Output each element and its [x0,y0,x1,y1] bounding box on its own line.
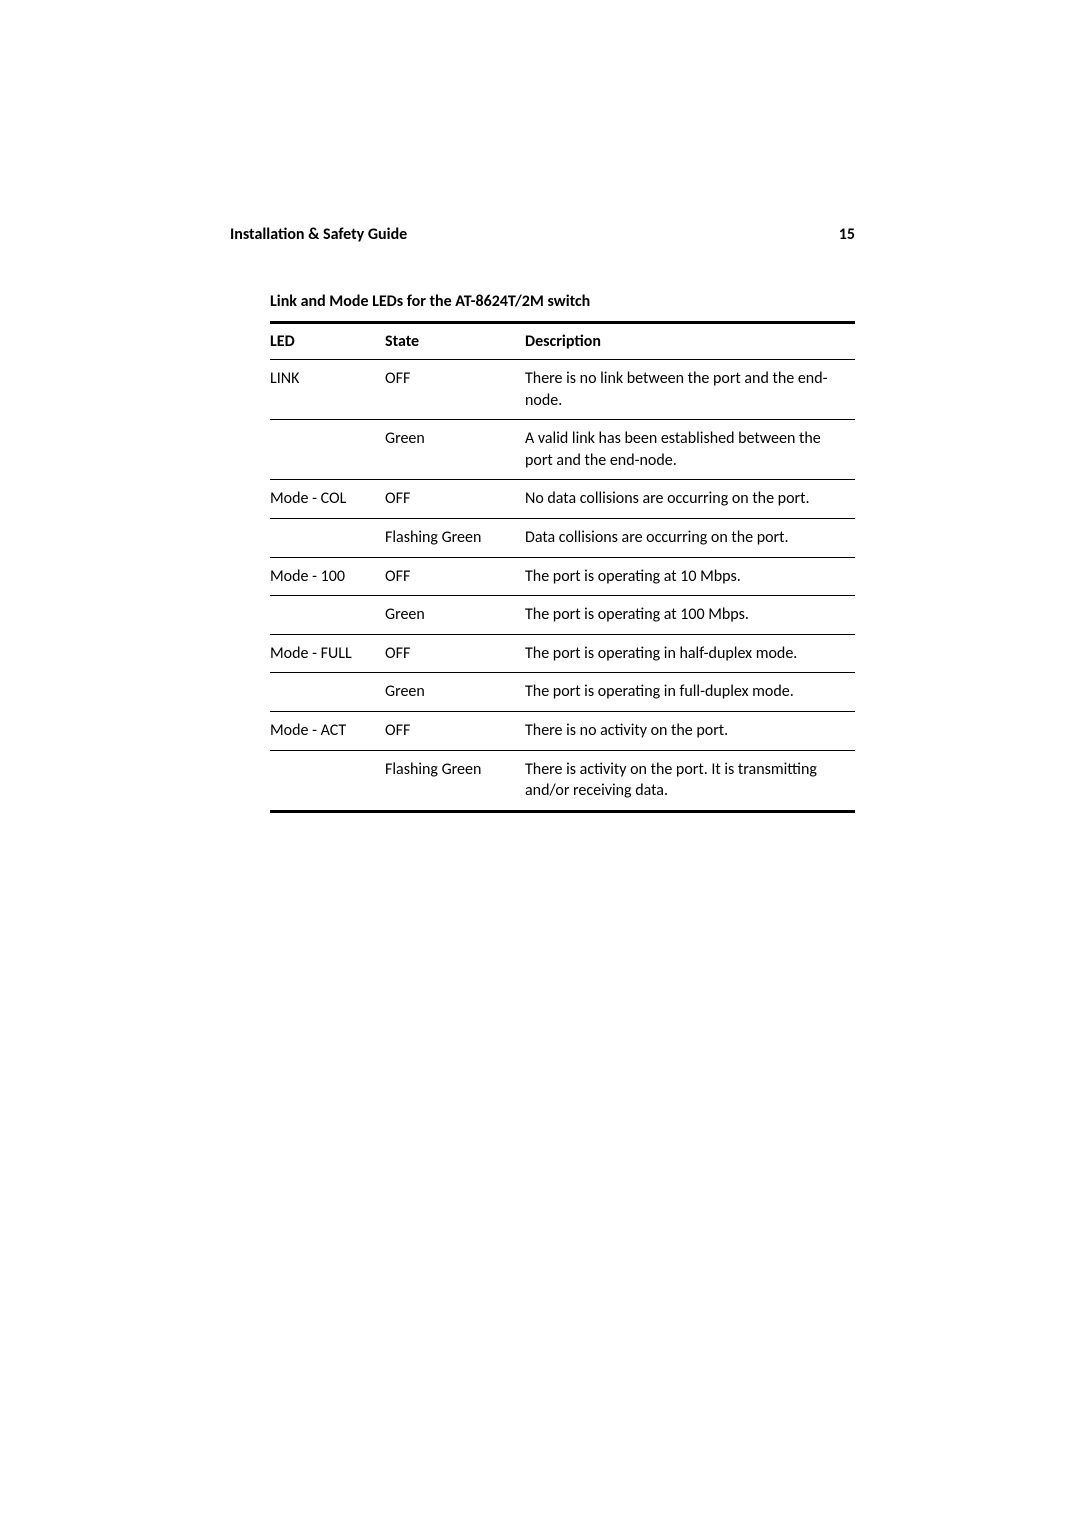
cell-desc: The port is operating at 100 Mbps. [525,596,855,635]
cell-state: OFF [385,480,525,519]
cell-state: Flashing Green [385,750,525,811]
cell-led [270,518,385,557]
col-header-desc: Description [525,323,855,360]
cell-led [270,596,385,635]
cell-led [270,750,385,811]
cell-desc: The port is operating in half-duplex mod… [525,634,855,673]
cell-led: Mode - ACT [270,711,385,750]
cell-desc: The port is operating in full-duplex mod… [525,673,855,712]
cell-desc: A valid link has been established betwee… [525,420,855,480]
page-content: Installation & Safety Guide 15 Link and … [230,225,855,813]
table-row: Green The port is operating in full-dupl… [270,673,855,712]
page-number: 15 [839,225,855,244]
table-row: Flashing Green Data collisions are occur… [270,518,855,557]
cell-state: OFF [385,634,525,673]
cell-led [270,673,385,712]
table-row: Mode - ACT OFF There is no activity on t… [270,711,855,750]
table-body: LINK OFF There is no link between the po… [270,360,855,812]
cell-state: Green [385,596,525,635]
table-row: Mode - FULL OFF The port is operating in… [270,634,855,673]
cell-desc: There is no link between the port and th… [525,360,855,420]
cell-state: OFF [385,557,525,596]
table-caption: Link and Mode LEDs for the AT-8624T/2M s… [270,292,855,311]
table-row: Flashing Green There is activity on the … [270,750,855,811]
cell-led: LINK [270,360,385,420]
cell-state: OFF [385,711,525,750]
table-row: Green A valid link has been established … [270,420,855,480]
cell-led: Mode - COL [270,480,385,519]
table-row: Mode - COL OFF No data collisions are oc… [270,480,855,519]
led-table-section: Link and Mode LEDs for the AT-8624T/2M s… [270,292,855,813]
table-header-row: LED State Description [270,323,855,360]
cell-led: Mode - 100 [270,557,385,596]
table-row: Green The port is operating at 100 Mbps. [270,596,855,635]
page-header: Installation & Safety Guide 15 [230,225,855,244]
cell-led [270,420,385,480]
cell-desc: There is activity on the port. It is tra… [525,750,855,811]
led-table: LED State Description LINK OFF There is … [270,321,855,813]
cell-desc: No data collisions are occurring on the … [525,480,855,519]
table-row: Mode - 100 OFF The port is operating at … [270,557,855,596]
cell-desc: There is no activity on the port. [525,711,855,750]
col-header-state: State [385,323,525,360]
cell-desc: The port is operating at 10 Mbps. [525,557,855,596]
cell-state: Green [385,673,525,712]
cell-state: Flashing Green [385,518,525,557]
cell-state: OFF [385,360,525,420]
cell-led: Mode - FULL [270,634,385,673]
col-header-led: LED [270,323,385,360]
cell-desc: Data collisions are occurring on the por… [525,518,855,557]
document-title: Installation & Safety Guide [230,225,407,244]
cell-state: Green [385,420,525,480]
table-row: LINK OFF There is no link between the po… [270,360,855,420]
